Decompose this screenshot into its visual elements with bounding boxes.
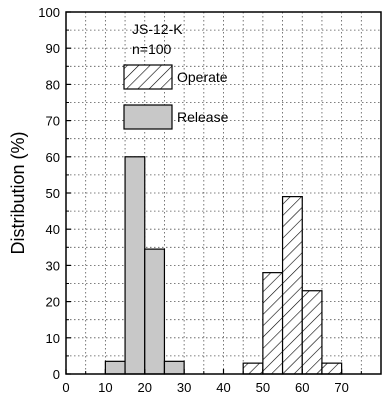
bar-release bbox=[104, 360, 126, 375]
bar-operate bbox=[242, 362, 264, 375]
bar-operate bbox=[321, 362, 343, 375]
x-tick-label: 10 bbox=[98, 380, 112, 395]
legend-swatch-release bbox=[123, 104, 173, 130]
annotation-model: JS-12-K bbox=[132, 21, 183, 37]
legend: Operate Release bbox=[123, 64, 229, 130]
bar-release bbox=[163, 360, 185, 375]
y-tick-label: 50 bbox=[46, 186, 60, 201]
x-tick-label: 20 bbox=[138, 380, 152, 395]
grid-lines bbox=[66, 12, 381, 374]
y-tick-label: 20 bbox=[46, 295, 60, 310]
legend-label-operate: Operate bbox=[177, 69, 228, 85]
y-tick-label: 10 bbox=[46, 331, 60, 346]
bar-operate bbox=[262, 272, 284, 375]
bar-release bbox=[124, 156, 146, 375]
bars bbox=[104, 156, 343, 375]
bar-operate bbox=[281, 196, 303, 375]
y-axis-label: Distribution (%) bbox=[8, 131, 28, 254]
x-tick-label: 60 bbox=[295, 380, 309, 395]
y-tick-label: 0 bbox=[53, 367, 60, 382]
bar-operate bbox=[301, 290, 323, 375]
y-tick-label: 100 bbox=[38, 5, 60, 20]
x-tick-label: 40 bbox=[216, 380, 230, 395]
y-tick-label: 60 bbox=[46, 150, 60, 165]
annotation-sample-size: n=100 bbox=[132, 41, 172, 57]
y-tick-label: 90 bbox=[46, 41, 60, 56]
x-tick-label: 30 bbox=[177, 380, 191, 395]
bar-release bbox=[144, 248, 166, 375]
legend-label-release: Release bbox=[177, 109, 229, 125]
y-tick-label: 70 bbox=[46, 114, 60, 129]
x-tick-label: 70 bbox=[334, 380, 348, 395]
y-tick-label: 40 bbox=[46, 222, 60, 237]
legend-swatch-operate bbox=[123, 64, 173, 90]
x-tick-label: 50 bbox=[256, 380, 270, 395]
x-tick-label: 0 bbox=[62, 380, 69, 395]
y-tick-label: 30 bbox=[46, 258, 60, 273]
axis-ticks: 0 10 20 30 40 50 60 70 0 10 20 30 40 50 60 70 80 90 100 bbox=[38, 5, 362, 395]
y-tick-label: 80 bbox=[46, 77, 60, 92]
